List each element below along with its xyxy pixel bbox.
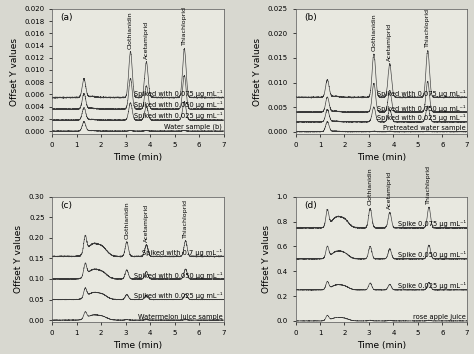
Text: rose apple juice: rose apple juice <box>413 314 465 320</box>
Text: Acetamiprid: Acetamiprid <box>144 204 149 242</box>
Text: (b): (b) <box>304 13 317 22</box>
Text: Spike 0.075 μg mL⁻¹: Spike 0.075 μg mL⁻¹ <box>398 219 465 227</box>
X-axis label: Time (min): Time (min) <box>113 341 163 350</box>
Text: Spiked with 0.075 μg mL⁻¹: Spiked with 0.075 μg mL⁻¹ <box>134 90 222 97</box>
Text: Thiachloprid: Thiachloprid <box>427 165 431 204</box>
Text: Watermelon juice sample: Watermelon juice sample <box>137 314 222 320</box>
Y-axis label: Offset Y values: Offset Y values <box>253 38 262 105</box>
Text: Thiachloprid: Thiachloprid <box>182 6 187 45</box>
Text: Spiked with 0.025 μg mL⁻¹: Spiked with 0.025 μg mL⁻¹ <box>134 113 222 120</box>
Text: Spiked with 0.025 μg mL⁻¹: Spiked with 0.025 μg mL⁻¹ <box>134 292 222 299</box>
Text: Spike 0.025 μg mL⁻¹: Spike 0.025 μg mL⁻¹ <box>398 282 465 289</box>
X-axis label: Time (min): Time (min) <box>113 153 163 162</box>
Text: Spiked with 0.050 μg mL⁻¹: Spiked with 0.050 μg mL⁻¹ <box>377 104 465 112</box>
X-axis label: Time (min): Time (min) <box>356 153 406 162</box>
Text: (c): (c) <box>61 201 73 210</box>
Text: Spiked with 0.075 μg mL⁻¹: Spiked with 0.075 μg mL⁻¹ <box>377 90 465 97</box>
X-axis label: Time (min): Time (min) <box>356 341 406 350</box>
Text: Spike 0.050 μg mL⁻¹: Spike 0.050 μg mL⁻¹ <box>398 251 465 258</box>
Text: Acetamiprid: Acetamiprid <box>144 21 149 59</box>
Text: (d): (d) <box>304 201 317 210</box>
Text: Clothianidin: Clothianidin <box>368 168 373 205</box>
Text: Thiachloprid: Thiachloprid <box>183 199 188 238</box>
Y-axis label: Offset Y values: Offset Y values <box>14 225 23 293</box>
Y-axis label: Offset Y values: Offset Y values <box>9 38 18 105</box>
Text: Water sample (b): Water sample (b) <box>164 124 222 131</box>
Text: Spiked with 0.7 μg mL⁻¹: Spiked with 0.7 μg mL⁻¹ <box>142 249 222 256</box>
Text: Spiked with 0.025 μg mL⁻¹: Spiked with 0.025 μg mL⁻¹ <box>377 114 465 121</box>
Text: Clothianidin: Clothianidin <box>128 11 133 48</box>
Text: Spiked with 0.050 μg mL⁻¹: Spiked with 0.050 μg mL⁻¹ <box>134 102 222 108</box>
Text: Acetamiprid: Acetamiprid <box>387 171 392 209</box>
Y-axis label: Offset Y values: Offset Y values <box>262 225 271 293</box>
Text: Clothianidin: Clothianidin <box>124 201 129 239</box>
Text: (a): (a) <box>61 13 73 22</box>
Text: Clothianidin: Clothianidin <box>371 13 376 51</box>
Text: Spiked with 0.050 μg mL⁻¹: Spiked with 0.050 μg mL⁻¹ <box>134 272 222 279</box>
Text: Pretreated water sample: Pretreated water sample <box>383 125 465 131</box>
Text: Acetamiprid: Acetamiprid <box>387 23 392 61</box>
Text: Thiachloprid: Thiachloprid <box>425 8 430 47</box>
